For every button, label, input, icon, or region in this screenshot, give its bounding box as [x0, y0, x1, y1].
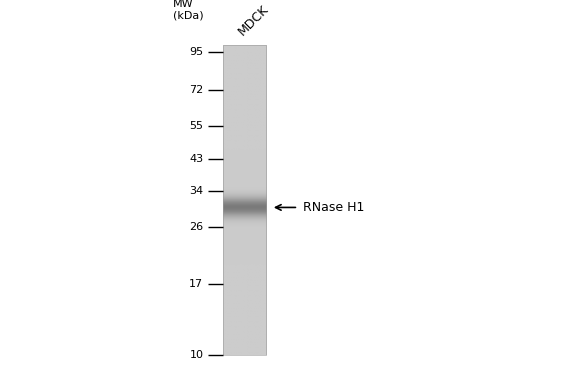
Text: MW
(kDa): MW (kDa): [173, 0, 204, 20]
Text: RNase H1: RNase H1: [303, 201, 364, 214]
Text: 10: 10: [189, 350, 204, 360]
Text: 34: 34: [189, 186, 204, 195]
Text: 72: 72: [189, 85, 204, 94]
Text: 26: 26: [189, 222, 204, 232]
Text: 95: 95: [189, 47, 204, 57]
Text: MDCK: MDCK: [235, 2, 271, 38]
Text: 43: 43: [189, 154, 204, 164]
Text: 17: 17: [189, 279, 204, 289]
Text: 55: 55: [189, 121, 204, 131]
Bar: [222, 45, 266, 355]
